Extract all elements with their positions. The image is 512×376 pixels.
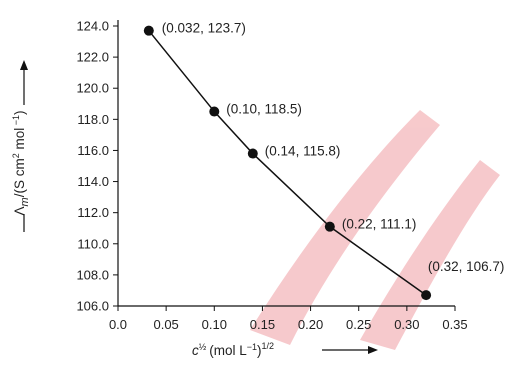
y-tick-label: 124.0 — [76, 19, 109, 34]
y-tick-label: 122.0 — [76, 50, 109, 65]
x-axis-arrow — [322, 346, 378, 354]
x-tick-label: 0.15 — [250, 317, 275, 332]
y-tick-label: 118.0 — [77, 112, 109, 127]
y-title-sup1: 2 — [11, 153, 21, 158]
y-title-part2: mol — [12, 128, 27, 154]
x-tick-label: 0.20 — [298, 317, 323, 332]
x-tick-label: 0.05 — [153, 317, 178, 332]
data-point — [247, 148, 258, 159]
data-label: (0.32, 106.7) — [428, 259, 505, 274]
x-title-unit-open: (mol L — [209, 343, 247, 358]
x-title-unit-close: ) — [257, 343, 262, 358]
y-title-part3: ) — [12, 111, 27, 116]
y-title-part1: /(S cm — [12, 158, 27, 197]
y-tick-label: 106.0 — [76, 299, 109, 314]
y-title-sup2: −1 — [11, 115, 21, 128]
svg-text:Λm/(S cm2 mol −1): Λm/(S cm2 mol −1) — [11, 111, 31, 216]
data-label: (0.10, 118.5) — [226, 102, 302, 117]
x-title-symbol: c — [192, 343, 199, 358]
y-tick-label: 108.0 — [76, 267, 109, 282]
y-title-sub: m — [19, 197, 31, 206]
data-label: (0.032, 123.7) — [162, 21, 246, 36]
data-point — [421, 290, 432, 301]
x-title-exponent: ½ — [199, 342, 207, 352]
data-points — [143, 25, 432, 301]
watermark — [250, 110, 500, 350]
x-tick-label: 0.10 — [202, 317, 227, 332]
y-axis-arrow — [20, 60, 28, 232]
y-ticks: 106.0 108.0 110.0 112.0 114.0 116.0 118.0 120.0… — [76, 19, 118, 314]
data-point — [209, 106, 220, 117]
y-tick-label: 120.0 — [76, 81, 109, 96]
x-title-outer-exp: 1/2 — [262, 341, 275, 351]
y-tick-label: 114.0 — [77, 174, 109, 189]
data-labels: (0.032, 123.7) (0.10, 118.5) (0.14, 115.8)… — [162, 21, 505, 274]
x-tick-label: 0.0 — [109, 317, 127, 332]
x-tick-label: 0.35 — [442, 317, 467, 332]
data-label: (0.22, 111.1) — [342, 217, 417, 232]
y-tick-label: 116.0 — [77, 143, 109, 158]
x-title-unit-exp: −1 — [247, 342, 257, 352]
y-title-symbol: Λ — [12, 206, 27, 215]
x-tick-label: 0.30 — [394, 317, 419, 332]
data-point — [324, 221, 335, 232]
y-tick-label: 110.0 — [77, 236, 109, 251]
svg-text:c½(mol L−1)1/2: c½ (mol L−1)1/2 — [192, 341, 274, 358]
x-axis-title: c½ (mol L−1)1/2 — [192, 341, 274, 358]
y-axis-title: Λm/(S cm2 mol −1) — [11, 111, 31, 216]
axes — [117, 20, 455, 307]
y-tick-label: 112.0 — [77, 205, 109, 220]
data-point — [143, 25, 154, 36]
x-ticks: 0.0 0.05 0.10 0.15 0.20 0.25 0.30 0.35 — [109, 306, 468, 332]
x-tick-label: 0.25 — [346, 317, 371, 332]
data-label: (0.14, 115.8) — [265, 144, 341, 159]
